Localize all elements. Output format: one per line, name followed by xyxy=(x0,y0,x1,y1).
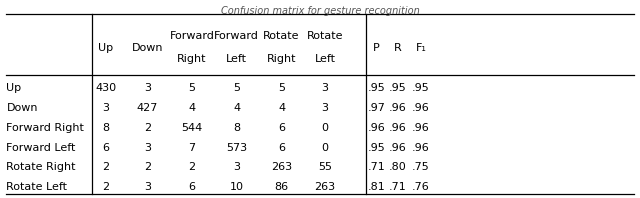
Text: 4: 4 xyxy=(233,103,241,113)
Text: Down: Down xyxy=(6,103,38,113)
Text: 7: 7 xyxy=(188,143,196,152)
Text: .96: .96 xyxy=(412,103,430,113)
Text: 263: 263 xyxy=(271,162,292,172)
Text: Up: Up xyxy=(98,43,113,52)
Text: 5: 5 xyxy=(278,83,285,93)
Text: 5: 5 xyxy=(189,83,195,93)
Text: F₁: F₁ xyxy=(416,43,426,52)
Text: 263: 263 xyxy=(314,182,336,192)
Text: Left: Left xyxy=(315,54,335,64)
Text: 6: 6 xyxy=(189,182,195,192)
Text: 86: 86 xyxy=(275,182,289,192)
Text: 2: 2 xyxy=(102,162,109,172)
Text: 8: 8 xyxy=(233,123,241,133)
Text: Forward Right: Forward Right xyxy=(6,123,84,133)
Text: .96: .96 xyxy=(412,143,430,152)
Text: .97: .97 xyxy=(367,103,385,113)
Text: 0: 0 xyxy=(322,123,328,133)
Text: .76: .76 xyxy=(412,182,430,192)
Text: 3: 3 xyxy=(234,162,240,172)
Text: .96: .96 xyxy=(412,123,430,133)
Text: 2: 2 xyxy=(102,182,109,192)
Text: P: P xyxy=(373,43,380,52)
Text: Up: Up xyxy=(6,83,22,93)
Text: 544: 544 xyxy=(181,123,203,133)
Text: 3: 3 xyxy=(322,103,328,113)
Text: Rotate: Rotate xyxy=(307,31,344,41)
Text: .96: .96 xyxy=(389,103,407,113)
Text: Forward: Forward xyxy=(170,31,214,41)
Text: 8: 8 xyxy=(102,123,109,133)
Text: 4: 4 xyxy=(278,103,285,113)
Text: 2: 2 xyxy=(143,123,151,133)
Text: Rotate: Rotate xyxy=(263,31,300,41)
Text: R: R xyxy=(394,43,402,52)
Text: .80: .80 xyxy=(389,162,407,172)
Text: Right: Right xyxy=(267,54,296,64)
Text: Forward: Forward xyxy=(214,31,259,41)
Text: .75: .75 xyxy=(412,162,430,172)
Text: 3: 3 xyxy=(144,143,150,152)
Text: 6: 6 xyxy=(278,123,285,133)
Text: 3: 3 xyxy=(102,103,109,113)
Text: .96: .96 xyxy=(367,123,385,133)
Text: .95: .95 xyxy=(389,83,407,93)
Text: 573: 573 xyxy=(226,143,248,152)
Text: .96: .96 xyxy=(389,123,407,133)
Text: Forward Left: Forward Left xyxy=(6,143,76,152)
Text: 3: 3 xyxy=(144,83,150,93)
Text: 10: 10 xyxy=(230,182,244,192)
Text: 4: 4 xyxy=(188,103,196,113)
Text: 3: 3 xyxy=(144,182,150,192)
Text: Down: Down xyxy=(131,43,163,52)
Text: Left: Left xyxy=(227,54,247,64)
Text: .95: .95 xyxy=(412,83,430,93)
Text: 0: 0 xyxy=(322,143,328,152)
Text: 55: 55 xyxy=(318,162,332,172)
Text: 5: 5 xyxy=(234,83,240,93)
Text: .81: .81 xyxy=(367,182,385,192)
Text: Right: Right xyxy=(177,54,207,64)
Text: 6: 6 xyxy=(102,143,109,152)
Text: 427: 427 xyxy=(136,103,158,113)
Text: Rotate Right: Rotate Right xyxy=(6,162,76,172)
Text: 3: 3 xyxy=(322,83,328,93)
Text: Rotate Left: Rotate Left xyxy=(6,182,67,192)
Text: .95: .95 xyxy=(367,143,385,152)
Text: .71: .71 xyxy=(367,162,385,172)
Text: 2: 2 xyxy=(143,162,151,172)
Text: .96: .96 xyxy=(389,143,407,152)
Text: 2: 2 xyxy=(188,162,196,172)
Text: .71: .71 xyxy=(389,182,407,192)
Text: 6: 6 xyxy=(278,143,285,152)
Text: .95: .95 xyxy=(367,83,385,93)
Text: 430: 430 xyxy=(95,83,116,93)
Text: Confusion matrix for gesture recognition: Confusion matrix for gesture recognition xyxy=(221,6,419,16)
